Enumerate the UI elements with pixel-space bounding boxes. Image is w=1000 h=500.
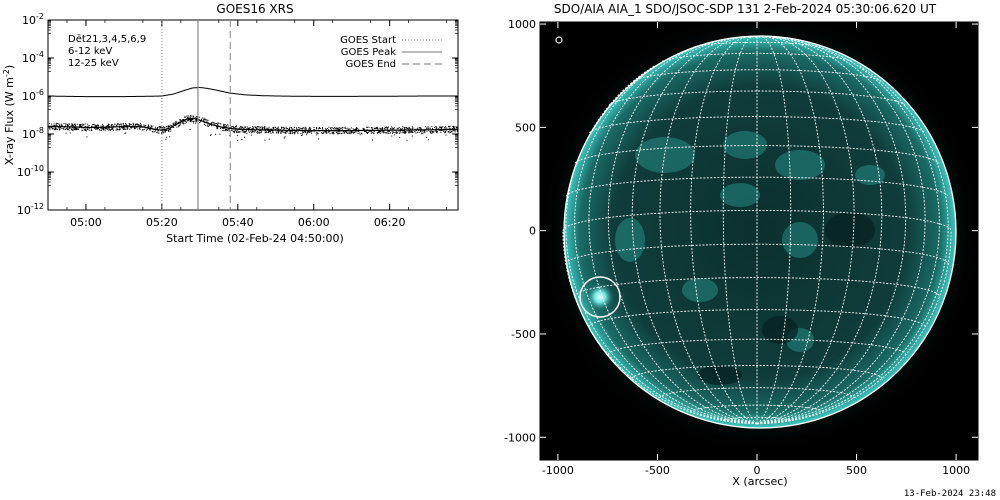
grid-line <box>693 41 821 48</box>
goes-title: GOES16 XRS <box>216 2 293 16</box>
goes-series-lines <box>48 87 458 132</box>
grid-line <box>756 36 824 425</box>
footer-timestamp: 13-Feb-2024 23:48 <box>904 489 996 499</box>
coronal-holes <box>698 212 875 385</box>
goes-xtick-label: 06:00 <box>298 216 330 229</box>
grid-line <box>588 39 758 425</box>
legend-goes-peak: GOES Peak <box>341 47 396 58</box>
grid-line <box>659 36 758 425</box>
goes-series-6-12kev <box>48 87 458 98</box>
aia-xtick-label: 0 <box>754 464 761 477</box>
heliographic-grid <box>562 36 952 425</box>
grid-line <box>565 64 758 425</box>
grid-line <box>756 39 926 425</box>
grid-line <box>756 230 952 425</box>
grid-line <box>690 36 758 425</box>
legend-goes-end: GOES End <box>346 59 396 70</box>
grid-line <box>633 69 881 82</box>
goes-xtick-label: 05:20 <box>146 216 178 229</box>
flare-location-circle <box>579 276 621 318</box>
grid-line <box>608 90 906 106</box>
grid-line <box>756 36 883 425</box>
legend-goes-start: GOES Start <box>340 35 396 46</box>
aia-image-panel: SDO/AIA AIA_1 SDO/JSOC-SDP 131 2-Feb-202… <box>504 2 979 488</box>
goes-series-12-25kev <box>48 117 458 132</box>
flare-brightening <box>586 283 614 311</box>
aia-legend-marker <box>555 36 563 44</box>
aia-image-frame <box>539 21 979 461</box>
goes-xtick-label: 06:20 <box>374 216 406 229</box>
aia-xtick-label: 500 <box>846 464 867 477</box>
aia-ytick-label: -1000 <box>504 431 536 444</box>
solar-disk <box>564 36 956 428</box>
goes-plot-frame <box>47 19 459 211</box>
aia-xtick-label: -500 <box>645 464 670 477</box>
aia-xtick-label: 1000 <box>942 464 970 477</box>
legend-6-12kev: 6-12 keV <box>68 46 112 57</box>
goes-xtick-label: 05:40 <box>222 216 254 229</box>
grid-line <box>756 64 949 425</box>
aia-ytick-label: 500 <box>515 121 536 134</box>
aia-title: SDO/AIA AIA_1 SDO/JSOC-SDP 131 2-Feb-202… <box>554 2 937 16</box>
goes-12-25kev-points <box>48 115 458 141</box>
goes-x-axis: 05:00 05:20 05:40 06:00 06:20 <box>66 20 447 229</box>
goes-ytick-label: 10-10 <box>17 164 44 179</box>
goes-ytick-label: 10-2 <box>22 12 44 27</box>
aia-ytick-label: -500 <box>511 328 536 341</box>
goes-ytick-label: 10-4 <box>22 50 44 65</box>
grid-line <box>588 309 926 328</box>
goes-ytick-label: 10-6 <box>22 88 44 103</box>
aia-x-axis-label: X (arcsec) <box>732 475 787 488</box>
goes-y-axis-label: X-ray Flux (W m-2) <box>2 65 16 165</box>
goes-y-axis: 10-2 10-4 10-6 10-8 10-10 10-12 <box>17 12 458 217</box>
aia-xtick-label: -1000 <box>542 464 574 477</box>
goes-x-axis-label: Start Time (02-Feb-24 04:50:00) <box>166 232 344 245</box>
goes-event-markers <box>161 20 231 210</box>
goes-ytick-label: 10-12 <box>17 202 44 217</box>
legend-12-25kev: 12-25 keV <box>68 58 119 69</box>
goes-ytick-label: 10-8 <box>22 126 44 141</box>
grid-line <box>631 36 758 425</box>
solar-limb <box>563 35 957 429</box>
goes-chart: GOES16 XRS 10-2 10-4 10-6 10-8 10-10 10-12 05… <box>2 2 459 245</box>
aia-ytick-label: 1000 <box>508 18 536 31</box>
goes-xtick-label: 05:00 <box>70 216 102 229</box>
legend-detectors: Dēt21,3,4,5,6,9 <box>68 34 146 45</box>
grid-line <box>607 37 758 425</box>
aia-ytick-label: 0 <box>529 225 536 238</box>
goes-12-25kev-noise <box>48 115 458 141</box>
grid-line <box>756 36 855 425</box>
grid-line <box>588 116 926 134</box>
aia-legend-text: AIA flare location <box>567 35 652 46</box>
aia-x-axis: -1000 -500 0 500 1000 <box>542 22 970 477</box>
grid-line <box>661 52 853 62</box>
aia-y-axis: 1000 500 0 -500 -1000 <box>504 18 978 444</box>
grid-line <box>562 209 952 231</box>
grid-line <box>756 37 907 425</box>
